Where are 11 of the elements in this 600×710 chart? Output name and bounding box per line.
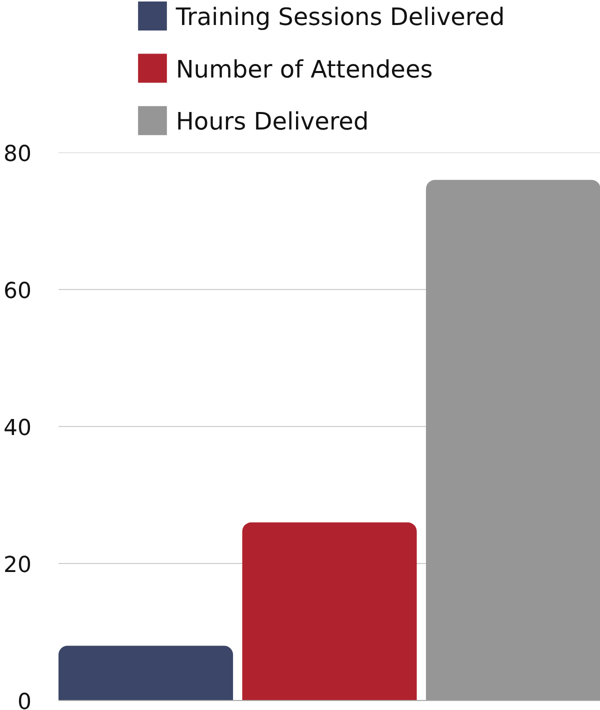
bar [426,180,600,700]
y-tick-label: 80 [4,142,32,167]
y-tick-label: 60 [4,279,32,304]
y-tick-label: 40 [4,416,32,441]
legend-label: Hours Delivered [176,108,369,136]
y-tick-label: 20 [4,553,32,578]
bar [242,522,417,700]
legend-label: Training Sessions Delivered [174,3,505,31]
bar [58,646,234,700]
y-tick-label: 0 [18,690,32,710]
legend-label: Number of Attendees [176,55,433,84]
